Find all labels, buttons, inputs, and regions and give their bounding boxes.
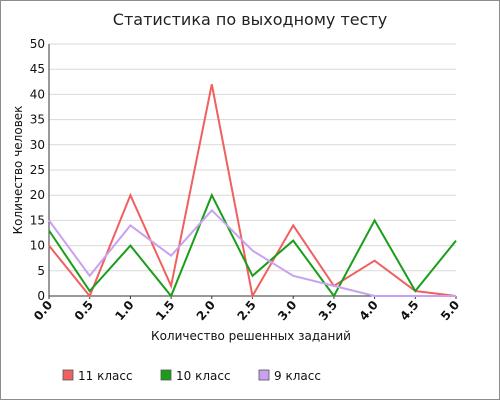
x-tick-label: 4.5 [397,298,421,323]
x-axis-label: Количество решенных заданий [151,329,351,343]
legend-label: 11 класс [78,369,133,383]
legend: 11 класс 10 класс 9 класс [62,369,321,383]
legend-label: 10 класс [176,369,231,383]
y-tick-label: 30 [30,138,45,152]
x-tick-label: 0.0 [31,298,55,323]
x-tick-label: 3.5 [316,298,340,323]
x-tick-label: 4.0 [357,298,381,323]
y-tick-label: 15 [30,213,45,227]
y-tick-label: 40 [30,87,45,101]
grid-lines [49,43,456,272]
series-line-3 [48,208,456,297]
y-tick-label: 20 [30,188,45,202]
y-tick-label: 5 [37,264,45,278]
y-tick-label: 0 [37,289,45,303]
x-tick-labels: 0.0 0.5 1.0 1.5 2.0 2.5 3.0 3.5 4.0 4.5 5.0 [31,298,462,323]
y-tick-label: 50 [30,37,45,51]
y-tick-label: 10 [30,239,45,253]
y-tick-label: 25 [30,163,45,177]
series-lines [48,84,457,299]
series-line-1 [48,84,457,299]
axes [48,44,457,299]
y-tick-labels: 0 5 10 15 20 25 30 35 40 45 50 [30,37,45,303]
series-line-2 [48,192,457,298]
chart-title: Статистика по выходному тесту [113,10,387,29]
x-tick-label: 3.0 [275,298,299,323]
x-tick-label: 1.0 [112,298,136,323]
y-axis-label: Количество человек [11,106,25,235]
legend-label: 9 класс [274,369,321,383]
x-tick-label: 1.5 [153,298,177,323]
y-tick-label: 45 [30,62,45,76]
x-tick-label: 2.5 [234,298,258,323]
y-tick-label: 35 [30,113,45,127]
legend-swatch [160,369,172,381]
x-tick-label: 5.0 [438,298,462,323]
x-tick-label: 0.5 [72,298,96,323]
legend-swatch [258,369,270,381]
x-tick-label: 2.0 [194,298,218,323]
legend-swatch [62,369,74,381]
